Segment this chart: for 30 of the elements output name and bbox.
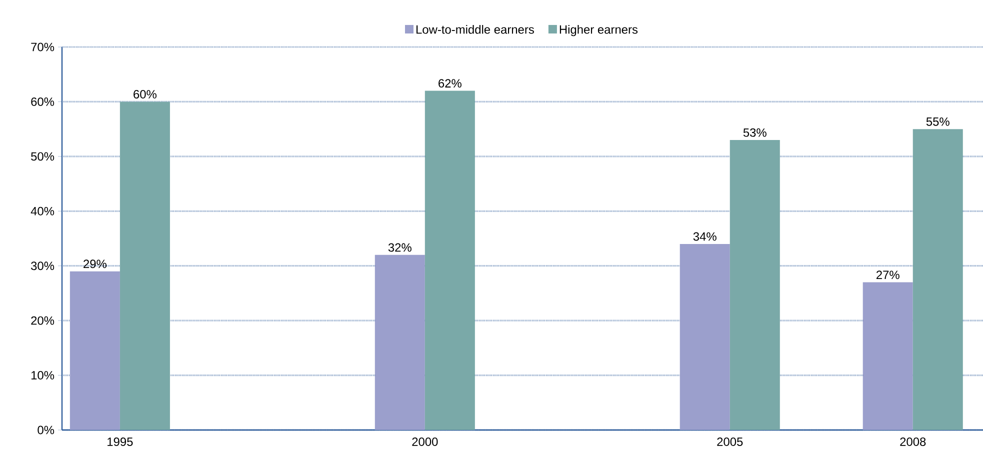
x-tick-label: 2000 (412, 438, 438, 446)
data-label: 53% (743, 128, 766, 137)
bar (424, 90, 475, 430)
data-label: 34% (693, 232, 716, 241)
y-tick-label: 10% (31, 371, 54, 380)
bar (730, 140, 780, 430)
bar (120, 102, 170, 430)
y-tick-label: 30% (31, 262, 54, 270)
data-label: 55% (926, 117, 950, 126)
bar (862, 282, 913, 430)
legend-label: Low-to-middle earners (416, 25, 534, 34)
y-tick-label: 40% (30, 206, 54, 216)
bar (70, 271, 120, 430)
data-label: 62% (438, 79, 462, 88)
bar (680, 244, 730, 430)
x-tick-label: 2005 (717, 438, 743, 446)
y-tick-label: 50% (31, 152, 54, 161)
data-label: 32% (388, 243, 412, 252)
x-tick-label: 2008 (900, 438, 926, 446)
x-tick-label: 1995 (108, 438, 133, 446)
bar (374, 254, 425, 430)
legend-label: Higher earners (560, 25, 638, 36)
y-tick-label: 70% (31, 42, 54, 52)
y-tick-label: 20% (31, 316, 54, 325)
data-label: 29% (84, 260, 106, 268)
data-label: 27% (876, 270, 900, 280)
bar (912, 129, 963, 430)
y-tick-label: 0% (38, 426, 54, 434)
y-tick-label: 60% (31, 97, 54, 106)
data-label: 60% (134, 90, 156, 99)
